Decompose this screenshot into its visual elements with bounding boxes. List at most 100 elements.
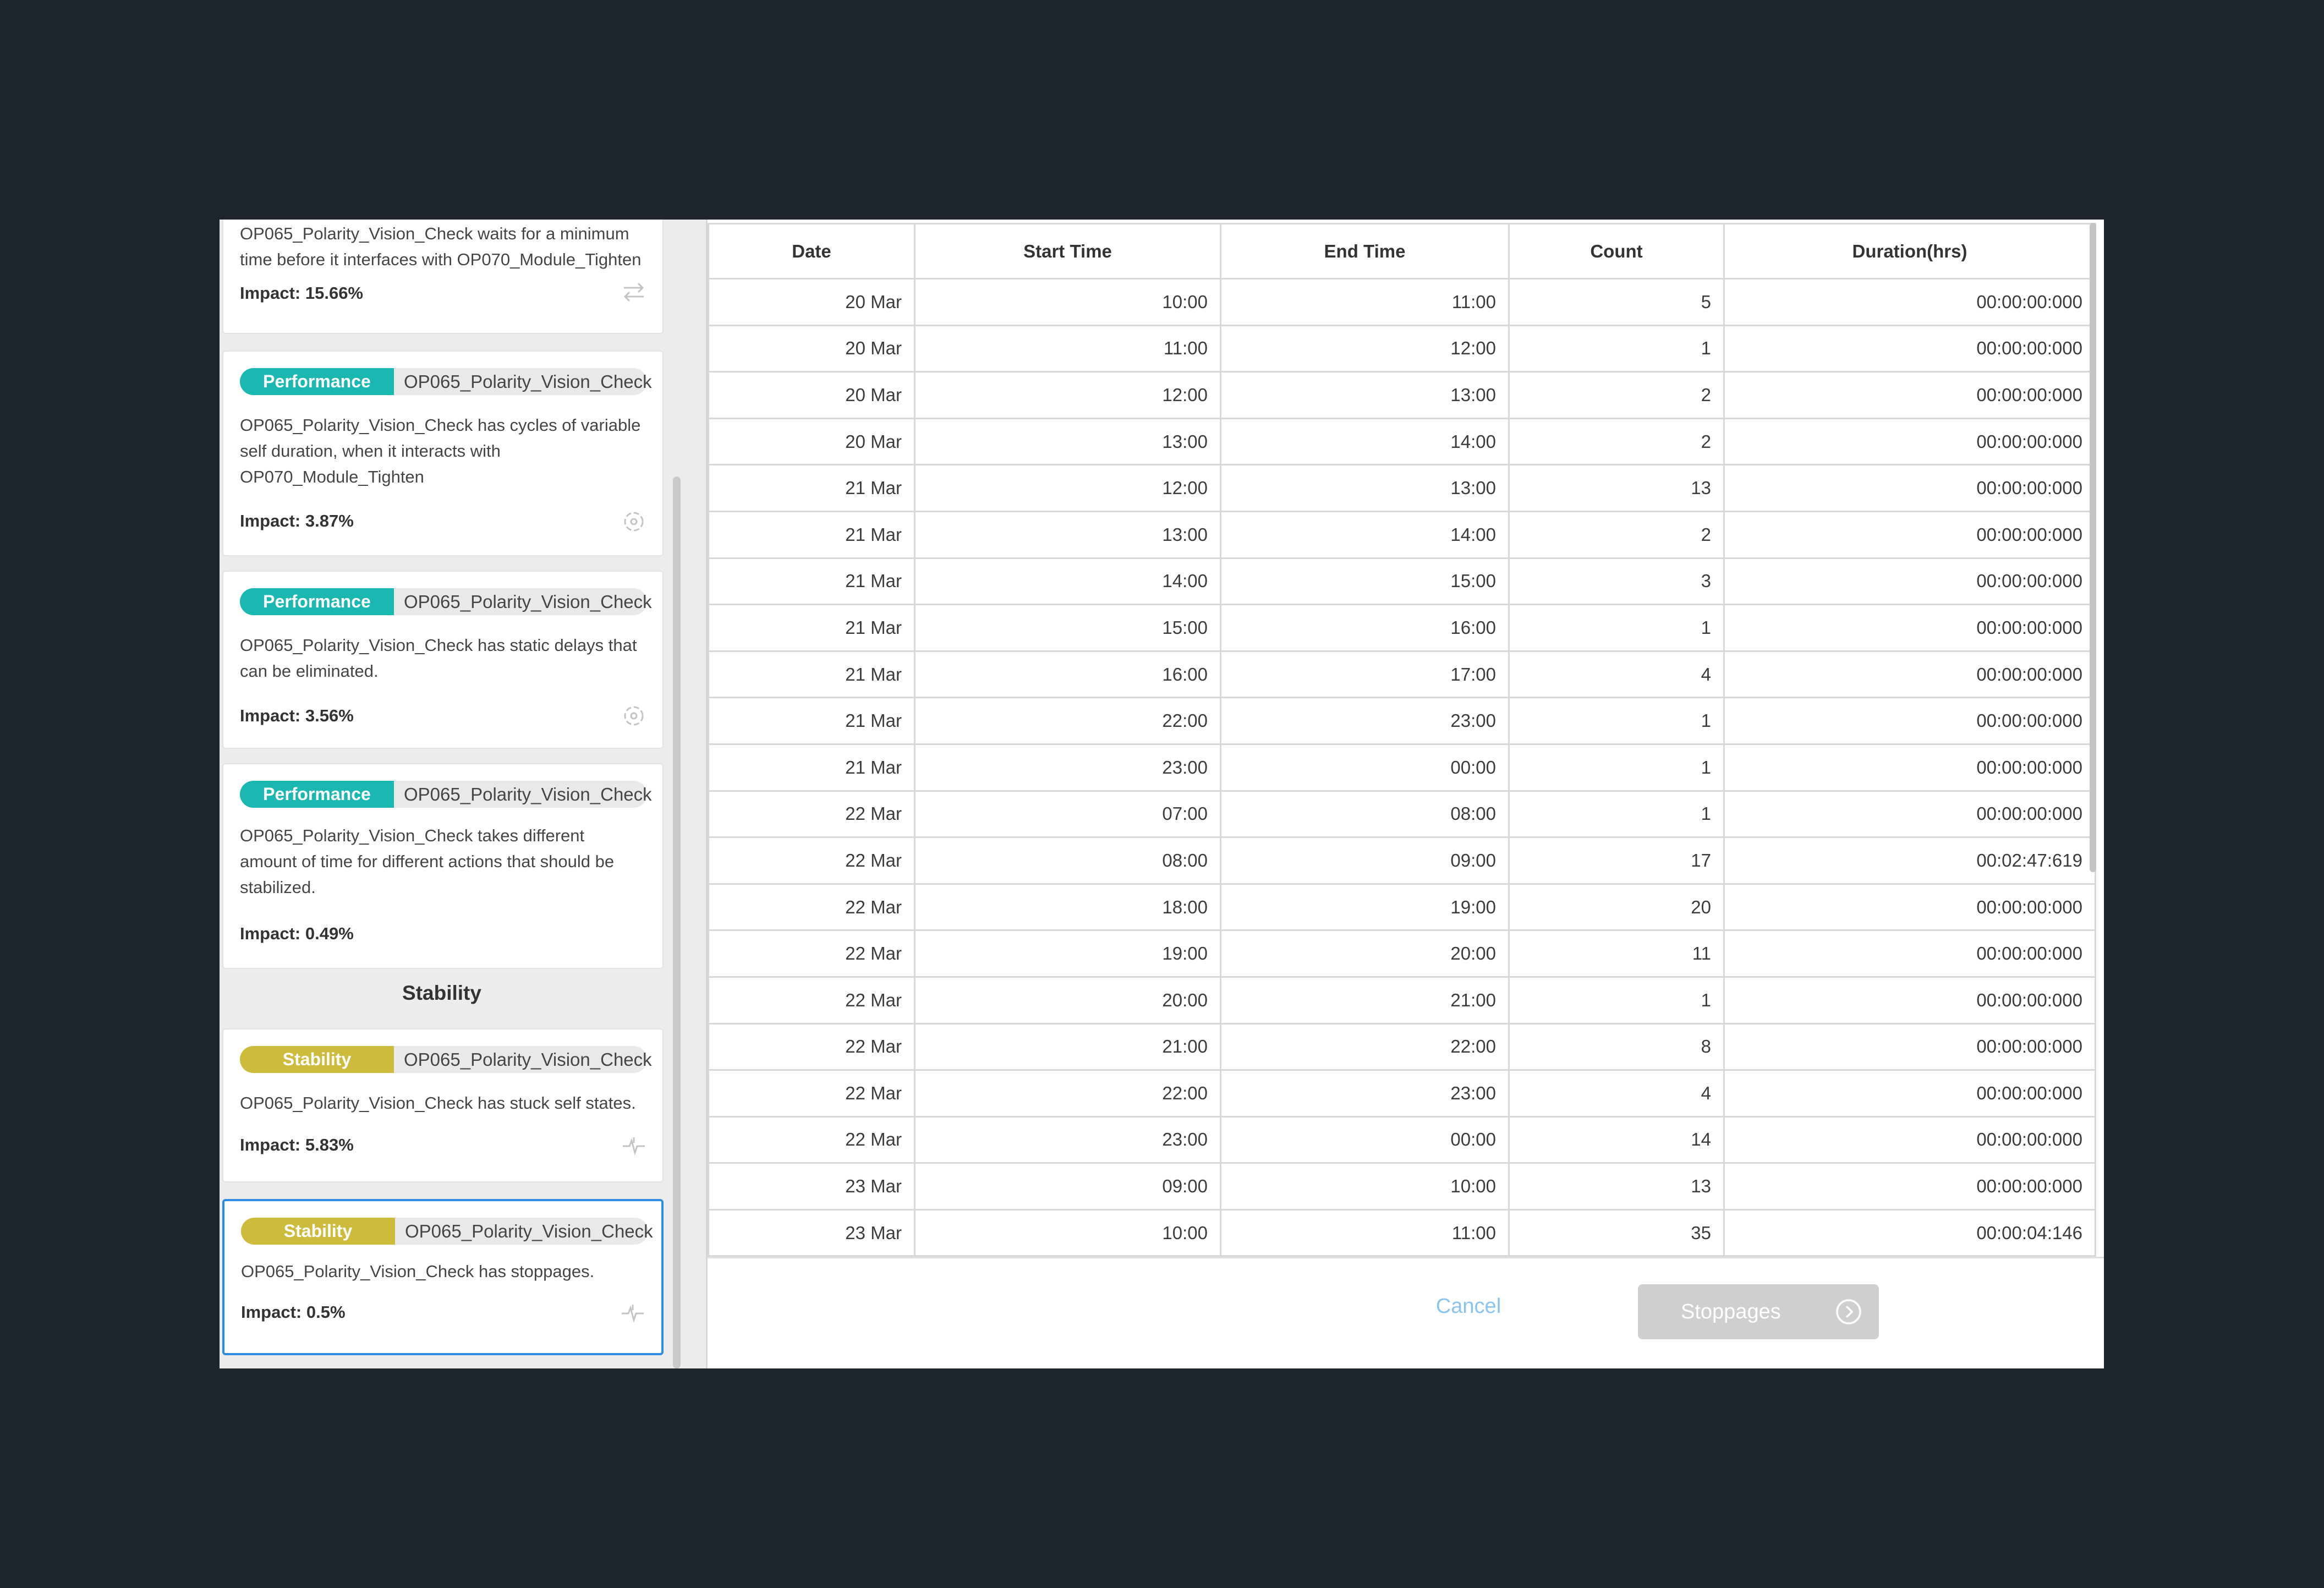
cell-start-time: 07:00 [914, 790, 1221, 839]
cell-end-time: 14:00 [1220, 510, 1510, 559]
stoppages-table: Date Start Time End Time Count Duration(… [708, 223, 2096, 1257]
table-row[interactable]: 22 Mar 21:00 22:00 8 00:00:00:000 [708, 1022, 2096, 1071]
cell-duration: 00:00:00:000 [1723, 976, 2096, 1025]
station-name: OP065_Polarity_Vision_Check [395, 1218, 653, 1245]
table-row[interactable]: 21 Mar 16:00 17:00 4 00:00:00:000 [708, 650, 2096, 699]
cell-duration: 00:00:00:000 [1723, 743, 2096, 792]
table-row[interactable]: 21 Mar 13:00 14:00 2 00:00:00:000 [708, 510, 2096, 559]
insight-card[interactable]: OP065_Polarity_Vision_Check waits for a … [222, 220, 664, 334]
insight-card[interactable]: Performance OP065_Polarity_Vision_Check … [222, 351, 664, 556]
insight-description: OP065_Polarity_Vision_Check has stoppage… [241, 1262, 595, 1281]
cell-end-time: 11:00 [1220, 278, 1510, 326]
cell-duration: 00:00:00:000 [1723, 278, 2096, 326]
table-row[interactable]: 22 Mar 22:00 23:00 4 00:00:00:000 [708, 1069, 2096, 1118]
cell-count: 13 [1508, 464, 1725, 512]
table-row[interactable]: 20 Mar 11:00 12:00 1 00:00:00:000 [708, 324, 2096, 373]
cell-start-time: 18:00 [914, 883, 1221, 932]
cell-date: 21 Mar [708, 697, 916, 745]
stoppages-table-container: Date Start Time End Time Count Duration(… [708, 220, 2104, 1258]
column-header-end-time[interactable]: End Time [1220, 223, 1510, 280]
station-name: OP065_Polarity_Vision_Check [394, 781, 652, 808]
column-header-count[interactable]: Count [1508, 223, 1725, 280]
table-row[interactable]: 22 Mar 18:00 19:00 20 00:00:00:000 [708, 883, 2096, 932]
cell-date: 21 Mar [708, 604, 916, 652]
section-heading-stability: Stability [402, 982, 481, 1004]
cell-count: 4 [1508, 1069, 1725, 1118]
insight-card-selected[interactable]: Stability OP065_Polarity_Vision_Check OP… [222, 1199, 664, 1355]
table-row[interactable]: 21 Mar 22:00 23:00 1 00:00:00:000 [708, 697, 2096, 745]
table-row[interactable]: 21 Mar 12:00 13:00 13 00:00:00:000 [708, 464, 2096, 512]
cell-duration: 00:00:00:000 [1723, 1115, 2096, 1164]
cell-start-time: 22:00 [914, 697, 1221, 745]
cell-date: 20 Mar [708, 417, 916, 466]
cell-start-time: 22:00 [914, 1069, 1221, 1118]
cell-duration: 00:00:04:146 [1723, 1208, 2096, 1257]
table-row[interactable]: 23 Mar 10:00 11:00 35 00:00:04:146 [708, 1208, 2096, 1257]
stoppages-button[interactable]: Stoppages [1638, 1284, 1879, 1339]
station-name: OP065_Polarity_Vision_Check [394, 368, 652, 395]
cell-count: 35 [1508, 1208, 1725, 1257]
cell-end-time: 13:00 [1220, 371, 1510, 419]
category-badge: Performance [240, 368, 394, 395]
table-row[interactable]: 20 Mar 13:00 14:00 2 00:00:00:000 [708, 417, 2096, 466]
cell-start-time: 13:00 [914, 510, 1221, 559]
impact-value: Impact: 3.87% [240, 511, 354, 530]
category-badge: Performance [240, 588, 394, 615]
table-row[interactable]: 22 Mar 19:00 20:00 11 00:00:00:000 [708, 929, 2096, 978]
table-row[interactable]: 22 Mar 20:00 21:00 1 00:00:00:000 [708, 976, 2096, 1025]
category-badge: Stability [240, 1046, 394, 1073]
insight-card[interactable]: Performance OP065_Polarity_Vision_Check … [222, 571, 664, 749]
table-row[interactable]: 20 Mar 10:00 11:00 5 00:00:00:000 [708, 278, 2096, 326]
cell-start-time: 12:00 [914, 371, 1221, 419]
cell-end-time: 14:00 [1220, 417, 1510, 466]
cell-duration: 00:00:00:000 [1723, 510, 2096, 559]
cell-start-time: 13:00 [914, 417, 1221, 466]
table-header-row: Date Start Time End Time Count Duration(… [708, 223, 2096, 280]
cell-count: 4 [1508, 650, 1725, 699]
column-header-duration[interactable]: Duration(hrs) [1723, 223, 2096, 280]
cancel-button[interactable]: Cancel [1435, 1295, 1501, 1318]
table-row[interactable]: 22 Mar 23:00 00:00 14 00:00:00:000 [708, 1115, 2096, 1164]
cell-end-time: 21:00 [1220, 976, 1510, 1025]
table-row[interactable]: 22 Mar 07:00 08:00 1 00:00:00:000 [708, 790, 2096, 839]
column-header-date[interactable]: Date [708, 223, 916, 280]
cell-duration: 00:02:47:619 [1723, 836, 2096, 885]
cell-end-time: 17:00 [1220, 650, 1510, 699]
cell-start-time: 19:00 [914, 929, 1221, 978]
target-icon [624, 706, 644, 726]
cell-count: 1 [1508, 790, 1725, 839]
cell-start-time: 15:00 [914, 604, 1221, 652]
insight-card[interactable]: Stability OP065_Polarity_Vision_Check OP… [222, 1028, 664, 1182]
cell-date: 22 Mar [708, 836, 916, 885]
cell-start-time: 10:00 [914, 1208, 1221, 1257]
chevron-right-circle-icon [1836, 1299, 1861, 1324]
cell-date: 20 Mar [708, 371, 916, 419]
cell-end-time: 09:00 [1220, 836, 1510, 885]
table-row[interactable]: 23 Mar 09:00 10:00 13 00:00:00:000 [708, 1162, 2096, 1211]
insight-tag: Performance OP065_Polarity_Vision_Check [240, 588, 652, 615]
cell-count: 5 [1508, 278, 1725, 326]
column-header-start-time[interactable]: Start Time [914, 223, 1221, 280]
table-row[interactable]: 22 Mar 08:00 09:00 17 00:02:47:619 [708, 836, 2096, 885]
table-row[interactable]: 21 Mar 23:00 00:00 1 00:00:00:000 [708, 743, 2096, 792]
cell-count: 13 [1508, 1162, 1725, 1211]
impact-value: Impact: 0.49% [240, 924, 354, 943]
cell-start-time: 12:00 [914, 464, 1221, 512]
insight-description: OP065_Polarity_Vision_Check has static d… [240, 636, 637, 681]
table-row[interactable]: 20 Mar 12:00 13:00 2 00:00:00:000 [708, 371, 2096, 419]
insight-description: OP065_Polarity_Vision_Check takes differ… [240, 826, 615, 897]
cell-date: 21 Mar [708, 743, 916, 792]
cell-duration: 00:00:00:000 [1723, 417, 2096, 466]
table-row[interactable]: 21 Mar 14:00 15:00 3 00:00:00:000 [708, 557, 2096, 606]
cell-duration: 00:00:00:000 [1723, 1069, 2096, 1118]
impact-value: Impact: 3.56% [240, 706, 354, 725]
left-panel-scrollbar[interactable] [673, 477, 681, 1368]
table-scrollbar[interactable] [2090, 223, 2096, 872]
cell-count: 1 [1508, 324, 1725, 373]
pulse-icon [622, 1305, 644, 1323]
cell-duration: 00:00:00:000 [1723, 883, 2096, 932]
cell-date: 22 Mar [708, 1069, 916, 1118]
cell-date: 22 Mar [708, 976, 916, 1025]
insight-card[interactable]: Performance OP065_Polarity_Vision_Check … [222, 763, 664, 969]
table-row[interactable]: 21 Mar 15:00 16:00 1 00:00:00:000 [708, 604, 2096, 652]
